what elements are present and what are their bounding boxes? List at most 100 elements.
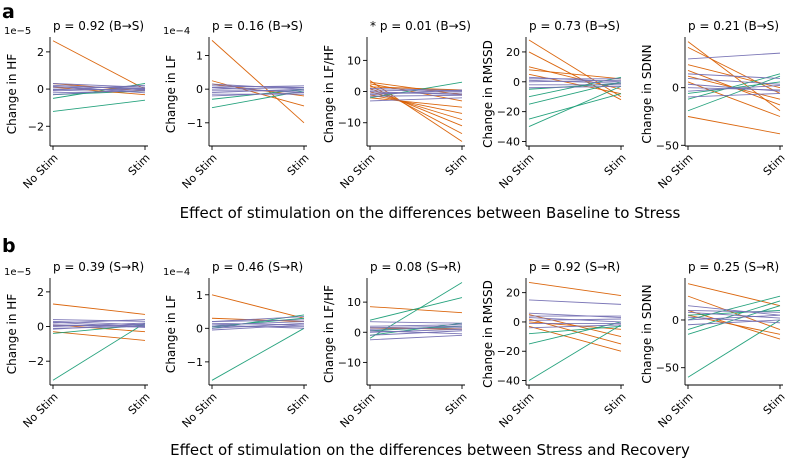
chart-a5-title: p = 0.21 (B→S) [688, 19, 779, 33]
chart-b5-ytick-label-2: 0 [672, 314, 679, 327]
chart-b2-series-line-11 [211, 324, 305, 329]
chart-b1-title: p = 0.39 (S→R) [53, 260, 144, 274]
chart-b2-series-line-2 [211, 317, 305, 323]
chart-b3-series-line-10 [369, 328, 463, 333]
chart-a1-series-line-1 [52, 40, 146, 90]
chart-b1-series-line-12 [52, 321, 146, 328]
chart-b2-sci-multiplier: 1e−4 [163, 267, 190, 278]
chart-a3-xtick-label-1: No Stim [338, 151, 378, 191]
chart-a4: −40 −20 0 20 No Stim Stim Change in RMSSD p = 0… [481, 19, 629, 191]
chart-a4-ytick-label-2: −20 [497, 106, 520, 119]
chart-b5-ylabel: Change in SDNN [640, 284, 654, 383]
chart-a4-ytick-label-3: 0 [513, 76, 520, 89]
chart-b2-series-line-13 [211, 319, 305, 323]
chart-b4-ytick-label-2: −20 [497, 345, 520, 358]
chart-b1-series-line-1 [52, 303, 146, 315]
chart-b2-ylabel: Change in LF [164, 295, 178, 373]
chart-b2-title: p = 0.46 (S→R) [212, 260, 303, 274]
chart-b3-series-line-11 [369, 330, 463, 336]
chart-a5-series-line-5 [687, 81, 781, 117]
chart-b1-ytick-label-2: 0 [37, 321, 44, 334]
chart-b3-ytick-label-1: −10 [338, 356, 361, 369]
chart-a3-ytick-label-3: 10 [347, 54, 361, 67]
chart-a5-xtick-label-2: Stim [761, 151, 788, 178]
chart-b4-series-line-8 [528, 325, 622, 335]
chart-b2-ytick-label-3: 1 [196, 289, 203, 302]
chart-a1-xtick-label-2: Stim [126, 151, 153, 178]
chart-b3-series-line-1 [369, 306, 463, 314]
chart-a3-series-line-15 [369, 87, 463, 92]
chart-b1-series-line-2 [52, 331, 146, 341]
chart-b2-xtick-label-2: Stim [285, 390, 312, 417]
chart-b2-series-line-12 [211, 324, 305, 331]
chart-b2-series-line-1 [211, 294, 305, 319]
chart-b1-series-line-6 [52, 319, 146, 322]
chart-a1: −2 0 2 No Stim Stim Change in HF p = 0.92 (B→S… [4, 19, 153, 191]
chart-a4-ylabel: Change in RMSSD [481, 40, 495, 148]
chart-b3-title: p = 0.08 (S→R) [370, 260, 461, 274]
chart-b5-series-line-10 [687, 305, 781, 316]
chart-a3-series-line-5 [369, 94, 463, 114]
caption-a: Effect of stimulation on the differences… [180, 204, 681, 222]
chart-a4-ytick-label-1: −40 [497, 136, 520, 149]
chart-b2-series-line-8 [211, 321, 305, 326]
chart-b4-series-line-5 [528, 325, 622, 352]
chart-a2-ytick-label-1: −1 [187, 117, 203, 130]
chart-a3-ylabel: Change in LF/HF [322, 45, 336, 143]
chart-b4-title: p = 0.92 (S→R) [529, 260, 620, 274]
chart-a5-series-line-2 [687, 46, 781, 94]
chart-b5-series-line-11 [687, 311, 781, 319]
chart-a1-xtick-label-1: No Stim [21, 151, 61, 191]
chart-a1-title: p = 0.92 (B→S) [53, 19, 144, 33]
chart-a5-series-line-16 [687, 93, 781, 98]
chart-b4-series-line-14 [528, 324, 622, 329]
chart-b3-series-line-9 [369, 327, 463, 330]
chart-a3: −10 0 10 No Stim Stim Change in LF/HF * p = 0.… [322, 19, 471, 191]
chart-b3-series-line-7 [369, 321, 463, 324]
chart-a3-series-line-1 [369, 80, 463, 142]
caption-b: Effect of stimulation on the differences… [170, 441, 690, 459]
chart-b2-series-line-3 [211, 327, 305, 381]
chart-b5-series-line-5 [687, 319, 781, 378]
chart-b2-series-line-10 [211, 322, 305, 329]
chart-b3-ytick-label-2: 0 [354, 326, 361, 339]
chart-b3-ylabel: Change in LF/HF [322, 285, 336, 383]
chart-b4-series-line-1 [528, 281, 622, 297]
chart-b3-series-line-12 [369, 330, 463, 335]
chart-a1-series-line-6 [52, 86, 146, 96]
chart-a3-series-line-13 [369, 89, 463, 96]
chart-a4-series-line-1 [528, 39, 622, 98]
chart-a4-series-line-8 [528, 81, 622, 105]
chart-a5-series-line-14 [687, 84, 781, 92]
chart-a5-xtick-label-1: No Stim [656, 151, 696, 191]
chart-a2-series-line-1 [211, 40, 305, 124]
chart-a1-series-line-14 [52, 85, 146, 94]
chart-b3-xtick-label-1: No Stim [338, 390, 378, 430]
chart-b4-xtick-label-2: Stim [602, 390, 629, 417]
chart-b5-series-line-15 [687, 309, 781, 313]
chart-a2-ytick-label-2: 0 [196, 83, 203, 96]
chart-a2-ylabel: Change in LF [164, 55, 178, 133]
chart-a2-series-line-8 [211, 87, 305, 90]
chart-a3-series-line-17 [369, 97, 463, 102]
chart-a2-series-line-7 [211, 87, 305, 93]
chart-a2-series-line-4 [211, 90, 305, 109]
chart-a1-series-line-7 [52, 83, 146, 88]
chart-a5: −50 0 No Stim Stim Change in SDNN p = 0.21 (B… [640, 19, 788, 191]
chart-a5-series-line-8 [687, 75, 781, 112]
chart-a1-ylabel: Change in HF [5, 54, 19, 135]
chart-b4-ytick-label-4: 20 [506, 287, 520, 300]
chart-a3-ytick-label-1: −10 [338, 117, 361, 130]
chart-a5-ylabel: Change in SDNN [640, 44, 654, 143]
chart-b1: −2 0 2 No Stim Stim Change in HF p = 0.39 (S→R… [4, 260, 153, 430]
chart-a4-series-line-10 [528, 82, 622, 90]
chart-a1-ytick-label-2: 0 [37, 83, 44, 96]
chart-a4-series-line-7 [528, 93, 622, 120]
chart-b5-series-line-14 [687, 319, 781, 326]
chart-a1-series-line-13 [52, 84, 146, 91]
chart-a3-series-line-9 [369, 86, 463, 91]
chart-b1-xtick-label-1: No Stim [21, 390, 61, 430]
chart-a4-series-line-2 [528, 51, 622, 101]
chart-b2: −1 0 1 No Stim Stim Change in LF p = 0.46 (S→R… [163, 260, 312, 430]
